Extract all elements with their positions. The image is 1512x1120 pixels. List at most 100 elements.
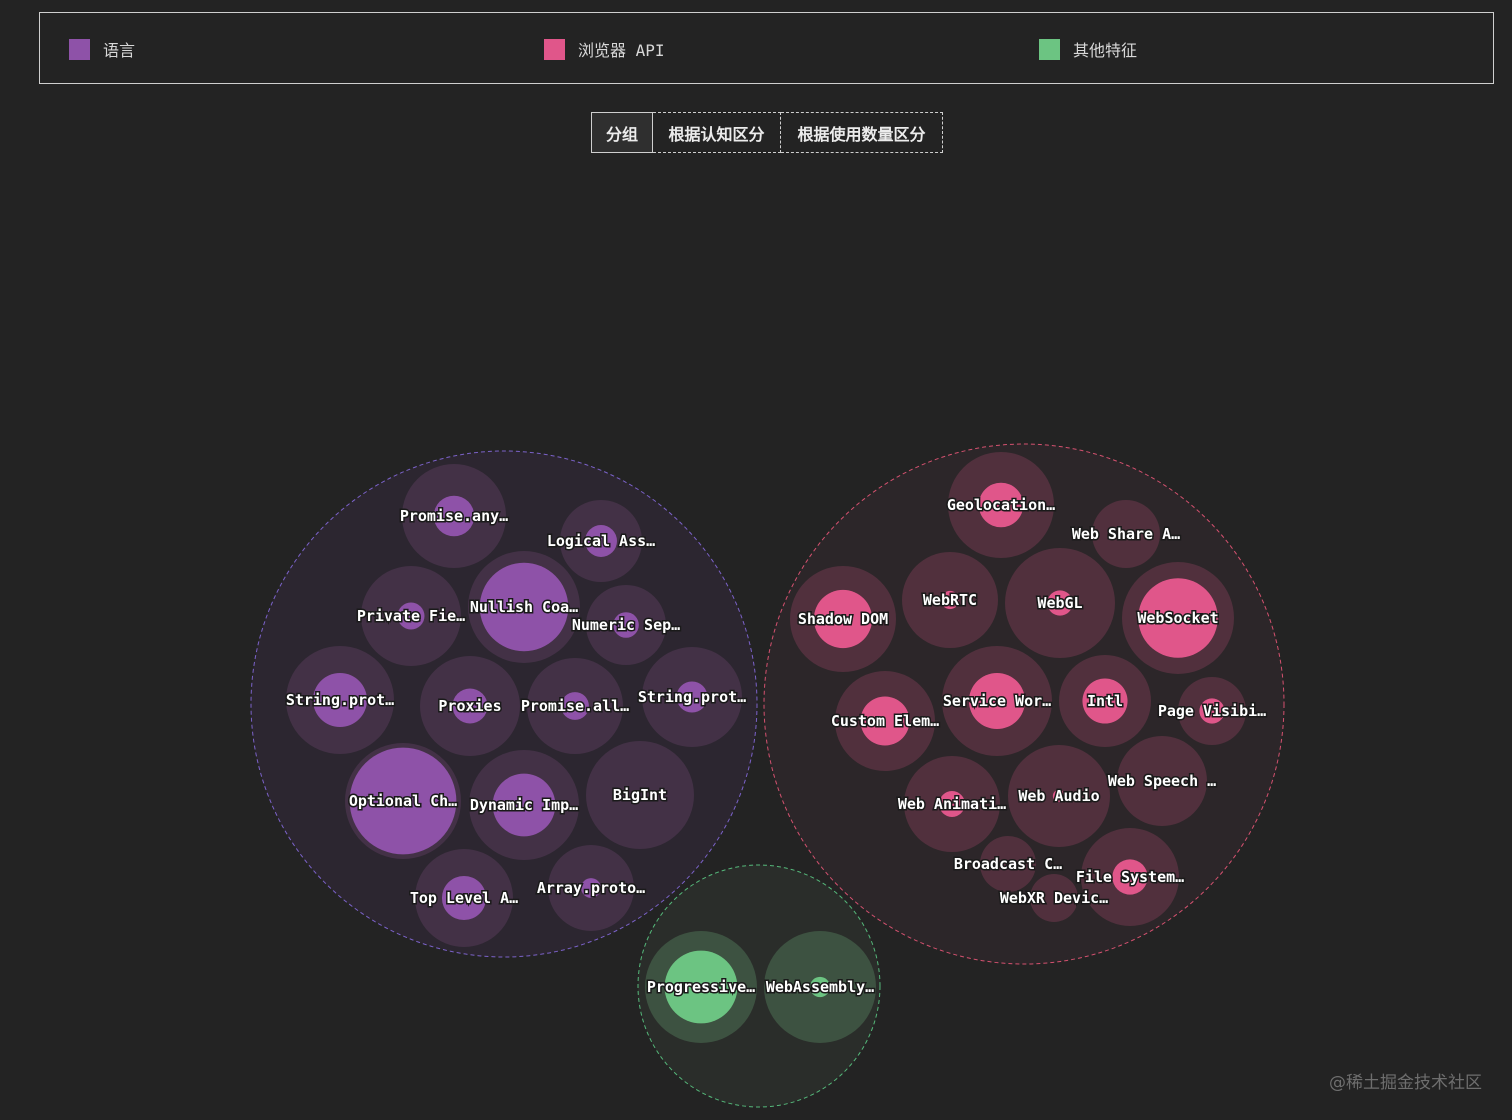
bubble-label: File System…: [1076, 868, 1184, 886]
legend-item-other[interactable]: 其他特征: [1039, 38, 1137, 60]
bubble-label: WebXR Devic…: [1000, 889, 1108, 907]
bubble-inner: [1138, 578, 1218, 658]
bubble[interactable]: Array.proto…: [535, 845, 647, 931]
bubble-label: Geolocation…: [947, 496, 1055, 514]
bubble-inner: [1199, 698, 1225, 724]
bubble-label: Broadcast C…: [954, 855, 1062, 873]
bubble-label: Private Fie…: [357, 607, 465, 625]
bubble-label: Nullish Coa…: [470, 598, 578, 616]
bubble[interactable]: BigInt: [586, 741, 694, 849]
bubble-inner: [1112, 859, 1148, 895]
bubble-outer: [586, 741, 694, 849]
bubble[interactable]: Top Level A…: [408, 849, 520, 947]
bubble[interactable]: Proxies: [420, 656, 520, 756]
bubble-inner: [452, 688, 488, 724]
bubble-inner: [809, 976, 831, 998]
bubble-outer: [1092, 500, 1160, 568]
bubble-label: Web Animati…: [898, 795, 1006, 813]
bubble-label: Page Visibi…: [1158, 702, 1266, 720]
bubble[interactable]: WebRTC: [902, 552, 998, 648]
legend-swatch-other: [1039, 38, 1060, 60]
bubble-label: Dynamic Imp…: [470, 796, 578, 814]
legend-item-language[interactable]: 语言: [69, 38, 135, 60]
bubble[interactable]: Web Speech …: [1106, 736, 1218, 826]
bubble[interactable]: Progressive…: [645, 931, 757, 1043]
bubble-label: String.prot…: [638, 688, 746, 706]
bubble[interactable]: Custom Elem…: [829, 671, 941, 771]
bubble-inner: [978, 482, 1024, 528]
bubble[interactable]: Optional Ch…: [345, 743, 461, 859]
bubble[interactable]: String.prot…: [636, 647, 748, 747]
bubble-label: WebGL: [1037, 594, 1082, 612]
bubble[interactable]: Logical Ass…: [545, 500, 657, 582]
bubble-inner: [441, 875, 487, 921]
bubble-label: Optional Ch…: [349, 792, 457, 810]
bubble[interactable]: WebSocket: [1122, 562, 1234, 674]
bubble[interactable]: Web Audio: [1008, 745, 1110, 847]
bubble-label: WebRTC: [923, 591, 977, 609]
bubble[interactable]: Dynamic Imp…: [468, 750, 580, 860]
group-2: Progressive… WebAssembly…: [637, 864, 881, 1108]
bubble-label: Array.proto…: [537, 879, 645, 897]
group-0: Promise.any… Logical Ass… Private Fie… Null…: [250, 450, 758, 958]
tab-by-awareness[interactable]: 根据认知区分: [653, 112, 781, 153]
bubble-inner: [313, 673, 367, 727]
bubble-inner: [581, 878, 601, 898]
bubble[interactable]: Service Wor…: [941, 646, 1053, 756]
bubble-inner: [397, 602, 425, 630]
bubble[interactable]: Promise.all…: [519, 658, 631, 754]
bubble-inner: [1047, 590, 1073, 616]
tab-by-usage[interactable]: 根据使用数量区分: [781, 112, 943, 153]
bubble[interactable]: Numeric Sep…: [570, 585, 682, 665]
bubble-outer: [980, 836, 1036, 892]
bubble-label: Web Audio: [1018, 787, 1099, 805]
bubble-label: Top Level A…: [410, 889, 518, 907]
bubble[interactable]: WebGL: [1005, 548, 1115, 658]
bubble-inner: [492, 773, 556, 837]
watermark: @稀土掘金技术社区: [1329, 1073, 1482, 1093]
bubble-inner: [1052, 789, 1066, 803]
bubble-label: Promise.any…: [400, 507, 508, 525]
bubble-label: Shadow DOM: [798, 610, 888, 628]
legend: 语言 浏览器 API 其他特征: [39, 12, 1494, 84]
bubble[interactable]: Promise.any…: [398, 464, 510, 568]
bubble-label: Promise.all…: [521, 697, 629, 715]
bubble[interactable]: Intl: [1059, 655, 1151, 747]
legend-swatch-browser-api: [544, 38, 565, 60]
bubble-inner: [433, 495, 475, 537]
bubble[interactable]: Page Visibi…: [1156, 677, 1268, 745]
bubble-label: Service Wor…: [943, 692, 1051, 710]
bubble-label: String.prot…: [286, 691, 394, 709]
bubble-label: Numeric Sep…: [572, 616, 680, 634]
bubble[interactable]: WebXR Devic…: [998, 874, 1110, 922]
bubble[interactable]: Geolocation…: [945, 452, 1057, 558]
bubble[interactable]: File System…: [1074, 828, 1186, 926]
bubble[interactable]: Web Animati…: [896, 756, 1008, 852]
bubble-label: Progressive…: [647, 978, 755, 996]
bubble-label: Proxies: [438, 697, 501, 715]
bubble[interactable]: String.prot…: [284, 646, 396, 754]
bubble[interactable]: WebAssembly…: [764, 931, 876, 1043]
bubble-inner: [939, 791, 965, 817]
legend-item-browser-api[interactable]: 浏览器 API: [544, 38, 665, 60]
bubble-label: BigInt: [613, 786, 667, 804]
bubble-inner: [613, 612, 639, 638]
bubble-label: Custom Elem…: [831, 712, 939, 730]
bubble-inner: [860, 696, 910, 746]
bubble[interactable]: Web Share A…: [1070, 500, 1182, 568]
bubble[interactable]: Broadcast C…: [952, 836, 1064, 892]
bubble-label: Intl: [1087, 692, 1123, 710]
bubble[interactable]: Private Fie…: [355, 566, 467, 666]
bubble-inner: [349, 747, 457, 855]
tab-group[interactable]: 分组: [591, 112, 653, 153]
legend-swatch-language: [69, 38, 90, 60]
bubble[interactable]: Nullish Coa…: [468, 551, 580, 663]
bubble-label: WebSocket: [1137, 609, 1218, 627]
legend-label-other: 其他特征: [1073, 41, 1138, 60]
group-1: Geolocation… Web Share A… Shadow DOM WebRTC…: [763, 443, 1285, 965]
bubble-inner: [664, 950, 738, 1024]
bubble[interactable]: Shadow DOM: [790, 566, 896, 672]
group-circle[interactable]: [637, 864, 881, 1108]
bubble-label: Web Speech …: [1108, 772, 1216, 790]
